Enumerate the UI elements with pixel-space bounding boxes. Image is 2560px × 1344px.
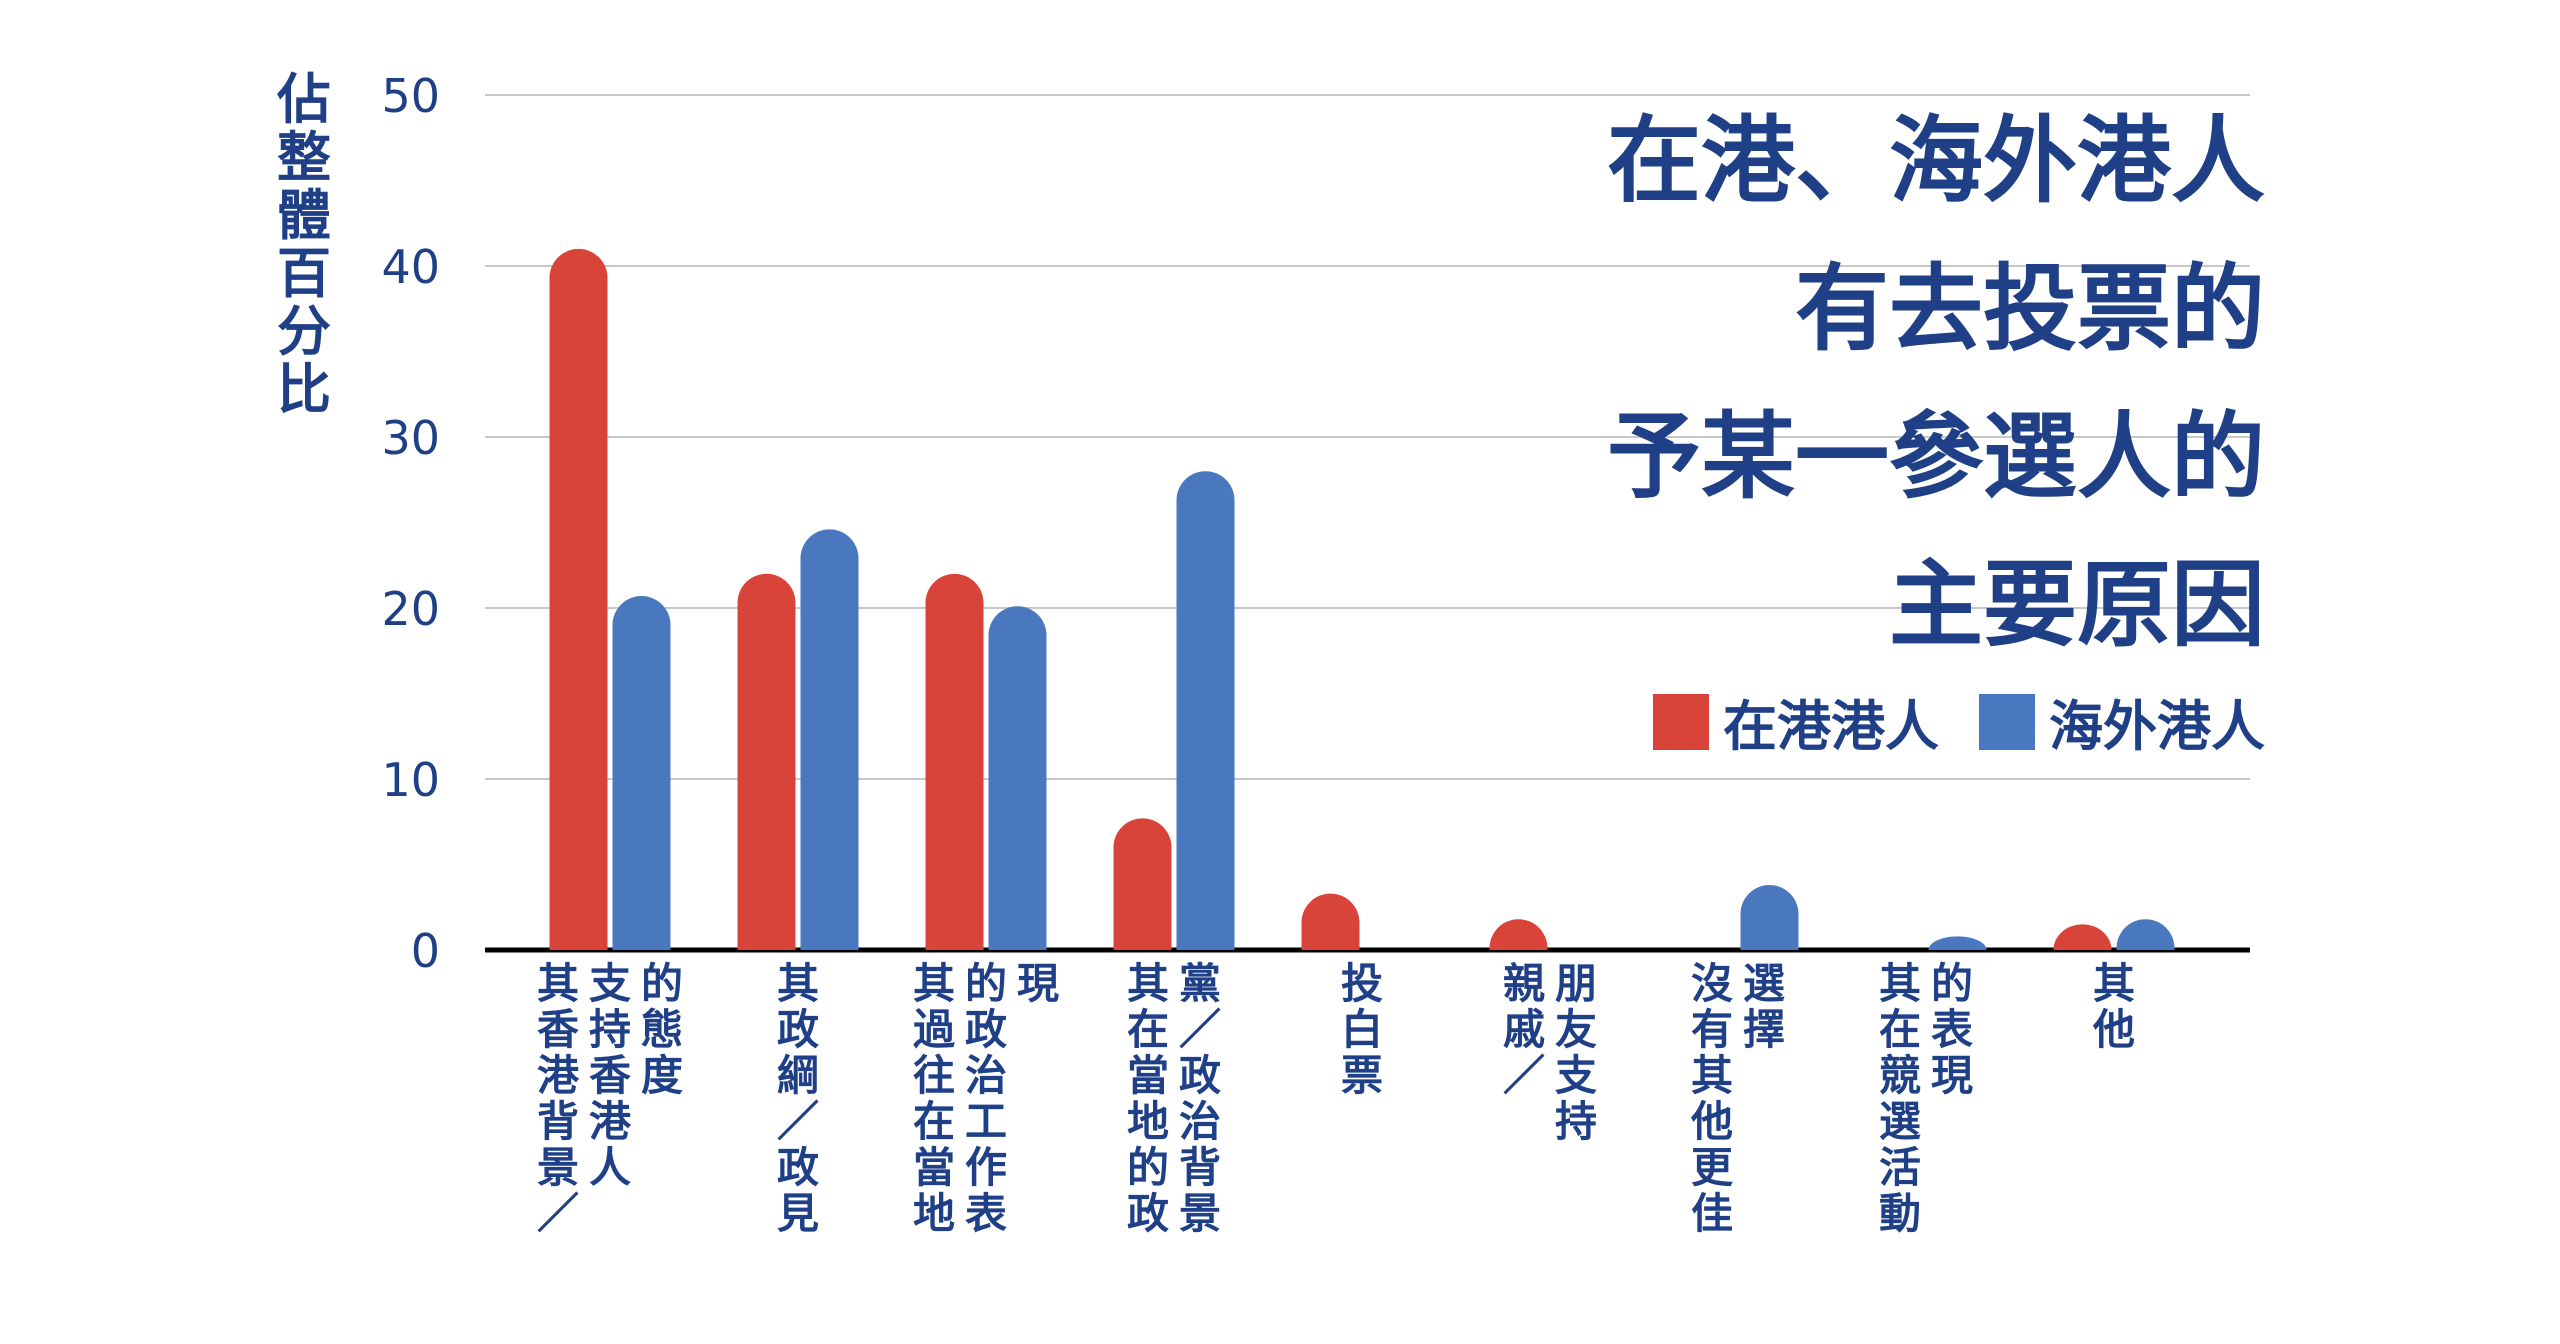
x-tick-label-line: 的表現 (1931, 959, 1973, 1100)
x-tick-label: 其他 (2092, 959, 2135, 1054)
legend-swatch-hk (1653, 693, 1709, 750)
chart-title-line-4: 主要原因 (1888, 551, 2265, 660)
chart-title-line-2: 有去投票的 (1794, 255, 2265, 364)
y-tick-label: 30 (381, 411, 440, 465)
bar-hk (1301, 893, 1360, 950)
y-tick-label: 20 (381, 582, 440, 636)
x-tick-label-line: 的政治工作表 (965, 959, 1007, 1238)
bar-hk (1113, 818, 1172, 950)
legend-label-hk: 在港港人 (1723, 695, 1939, 758)
x-tick-label-line: 沒有其他更佳 (1690, 959, 1734, 1238)
x-tick-label-line: 的態度 (641, 959, 683, 1100)
bar-hk (2053, 924, 2112, 950)
legend-swatch-overseas (1979, 693, 2035, 750)
bar-overseas (1928, 936, 1987, 950)
bar-overseas (1176, 471, 1235, 950)
chart-title: 在港、海外港人 有去投票的 予某一參選人的 主要原因 (1607, 88, 2265, 680)
y-tick-label: 10 (381, 753, 440, 807)
legend-item-hk: 在港港人 (1653, 682, 1939, 761)
x-tick-label-line: 其在當地的政 (1127, 959, 1169, 1238)
x-tick-label-line: 其在競選活動 (1879, 959, 1921, 1238)
bar-overseas (612, 596, 671, 950)
y-tick-label: 50 (381, 69, 440, 123)
x-tick-label-line: 現 (1017, 959, 1059, 1008)
y-tick-label: 40 (381, 240, 440, 294)
bar-overseas (1740, 885, 1799, 950)
chart-title-line-1: 在港、海外港人 (1606, 107, 2265, 216)
x-tick-label-line: 其政綱／政見 (777, 959, 819, 1238)
bar-overseas (988, 606, 1047, 950)
x-tick-label-line: 其過往在當地 (913, 959, 956, 1238)
x-tick-label-line: 黨／政治背景 (1179, 959, 1221, 1238)
bar-hk (737, 573, 796, 950)
x-tick-label-line: 投白票 (1341, 959, 1383, 1100)
y-axis-label: 佔整體百分比 (276, 68, 331, 421)
y-tick-label: 0 (411, 924, 440, 978)
x-tick-label-line: 選擇 (1743, 959, 1785, 1054)
bar-overseas (2116, 919, 2175, 950)
x-tick-label: 其政綱／政見 (777, 959, 819, 1238)
legend: 在港港人 海外港人 (1613, 682, 2265, 761)
bar-hk (1489, 919, 1548, 950)
x-tick-label-line: 親戚／ (1503, 959, 1545, 1100)
x-tick-label-line: 朋友支持 (1555, 959, 1597, 1146)
bar-hk (925, 573, 984, 950)
chart-title-line-3: 予某一參選人的 (1606, 403, 2265, 512)
x-tick-label-line: 其他 (2092, 959, 2135, 1054)
legend-label-overseas: 海外港人 (2049, 695, 2265, 758)
x-tick-label: 親戚／朋友支持 (1503, 959, 1597, 1146)
x-tick-label: 投白票 (1341, 959, 1383, 1100)
bar-hk (549, 248, 608, 951)
legend-item-overseas: 海外港人 (1979, 682, 2265, 761)
x-tick-label-line: 其香港背景／ (537, 959, 580, 1238)
bar-overseas (800, 529, 859, 950)
x-tick-label-line: 支持香港人 (589, 959, 632, 1192)
